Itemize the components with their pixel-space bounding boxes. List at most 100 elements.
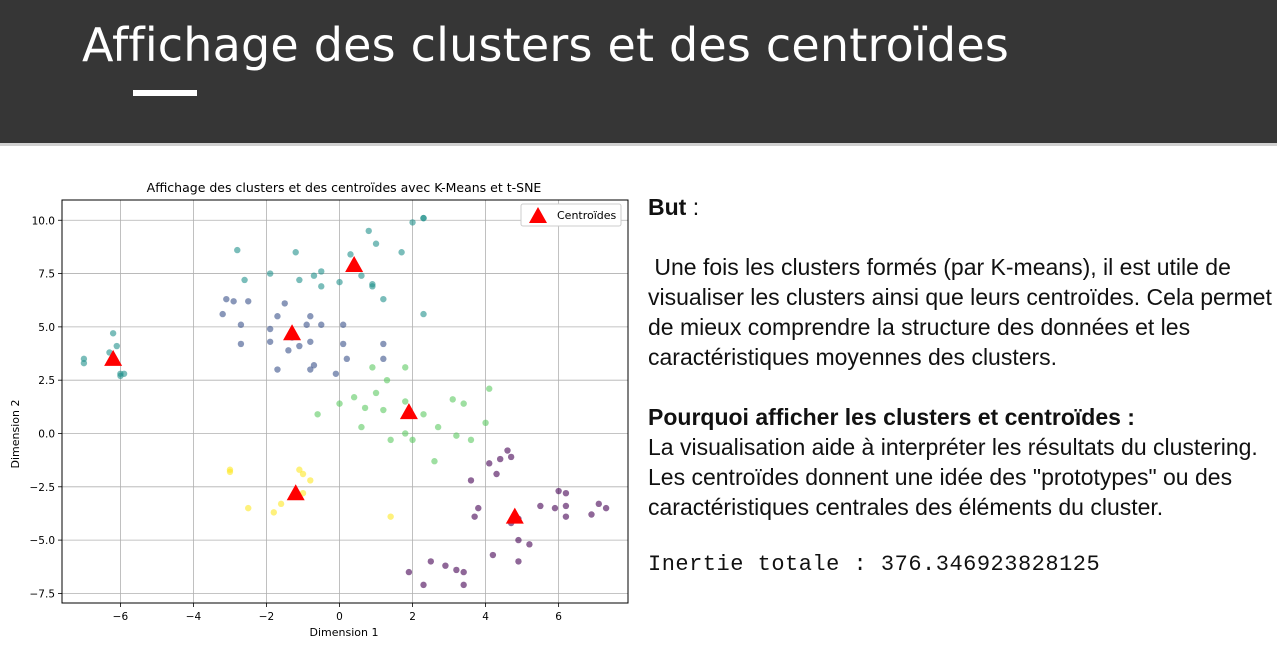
data-point-cluster-3 [369, 364, 376, 371]
legend-centroids-label: Centroïdes [557, 209, 617, 222]
data-point-cluster-0 [493, 470, 500, 478]
axes-frame [61, 199, 629, 604]
data-point-cluster-4 [296, 466, 303, 473]
data-point-cluster-3 [482, 419, 489, 427]
data-point-cluster-0 [515, 558, 522, 565]
data-point-cluster-4 [299, 470, 307, 478]
data-point-cluster-3 [387, 436, 394, 444]
data-point-cluster-1 [339, 340, 347, 348]
data-point-cluster-3 [486, 385, 493, 392]
data-point-cluster-3 [380, 406, 387, 414]
data-point-cluster-3 [358, 423, 365, 431]
data-point-cluster-4 [277, 500, 285, 508]
y-tick-label: 2.5 [38, 375, 55, 387]
data-point-cluster-0 [442, 562, 449, 569]
data-point-cluster-1 [245, 298, 252, 305]
data-point-cluster-3 [383, 376, 391, 384]
data-point-cluster-2 [292, 249, 299, 256]
data-point-cluster-0 [489, 551, 497, 559]
data-point-cluster-1 [332, 370, 340, 377]
chart-grid [62, 200, 628, 603]
data-point-cluster-0 [555, 487, 562, 495]
data-point-cluster-1 [266, 338, 274, 345]
centroid-marker [104, 349, 123, 366]
data-point-cluster-1 [318, 321, 325, 328]
data-point-cluster-1 [219, 310, 226, 318]
data-point-cluster-2 [80, 359, 88, 367]
y-tick-label: −5.0 [30, 535, 56, 547]
y-tick-label: −2.5 [30, 482, 56, 494]
centroid-marker [399, 403, 418, 420]
slide-title: Affichage des clusters et des centroïdes [82, 18, 1009, 72]
pourquoi-heading: Pourquoi afficher les clusters et centro… [648, 404, 1135, 430]
data-point-cluster-0 [420, 581, 427, 589]
data-point-cluster-2 [380, 295, 387, 303]
data-point-cluster-2 [296, 276, 303, 284]
centroid-marker [505, 507, 524, 524]
explanation-panel: But : Une fois les clusters formés (par … [648, 192, 1277, 580]
y-tick-label: 5.0 [38, 322, 55, 334]
data-point-cluster-0 [471, 513, 478, 520]
data-point-cluster-3 [402, 398, 409, 405]
data-point-cluster-2 [318, 268, 325, 275]
data-point-cluster-1 [307, 338, 314, 345]
data-point-cluster-0 [467, 477, 475, 484]
data-point-cluster-2 [120, 370, 128, 377]
data-point-cluster-2 [409, 219, 416, 226]
data-point-cluster-1 [237, 321, 245, 328]
data-point-cluster-0 [507, 453, 515, 461]
y-tick-label: 0.0 [38, 428, 55, 440]
y-tick-label: −7.5 [30, 588, 56, 600]
data-point-cluster-1 [343, 355, 351, 363]
data-point-cluster-1 [223, 295, 230, 303]
data-point-cluster-0 [551, 504, 559, 512]
y-axis-label: Dimension 2 [9, 400, 22, 469]
data-point-cluster-1 [266, 325, 274, 333]
chart-svg: −6 −4 −2 0 2 4 6 −7.5 −5.0 −2.5 0.0 2.5 5.0 7.5 10.0 A… [9, 180, 629, 639]
data-point-cluster-1 [281, 300, 288, 307]
data-point-cluster-1 [380, 340, 387, 348]
data-point-cluster-2 [398, 249, 405, 256]
data-point-cluster-2 [310, 272, 318, 279]
data-point-cluster-4 [245, 504, 252, 512]
data-point-cluster-2 [234, 246, 241, 254]
data-point-cluster-4 [387, 513, 394, 520]
data-point-cluster-4 [270, 509, 277, 516]
data-point-cluster-2 [241, 276, 248, 284]
chart-title: Affichage des clusters et des centroïdes… [147, 180, 542, 195]
but-label: But [648, 194, 687, 220]
slide-header: Affichage des clusters et des centroïdes [0, 0, 1277, 146]
but-suffix: : [686, 194, 700, 220]
data-point-cluster-0 [504, 447, 511, 454]
data-point-cluster-3 [409, 436, 416, 444]
data-point-cluster-3 [314, 411, 321, 418]
chart-centroids [104, 256, 524, 524]
data-point-cluster-3 [372, 389, 380, 397]
but-heading: But : [648, 192, 1277, 222]
legend-centroid-marker [529, 207, 547, 223]
intro-paragraph: Une fois les clusters formés (par K-mean… [648, 254, 1272, 370]
y-tick-label: 10.0 [32, 215, 55, 227]
data-point-cluster-2 [420, 214, 427, 222]
data-point-cluster-0 [526, 541, 533, 548]
data-point-cluster-0 [496, 455, 504, 463]
data-point-cluster-0 [460, 568, 467, 576]
data-point-cluster-1 [285, 347, 292, 354]
x-tick-label: 2 [409, 611, 416, 623]
chart-legend: Centroïdes [520, 203, 622, 227]
data-point-cluster-0 [405, 568, 413, 576]
data-point-cluster-0 [515, 536, 522, 544]
data-point-cluster-3 [336, 400, 343, 407]
centroid-marker [283, 324, 302, 341]
data-point-cluster-4 [226, 466, 234, 473]
title-underline [133, 90, 197, 96]
data-point-cluster-2 [420, 310, 427, 318]
legend-box [520, 203, 622, 227]
data-point-cluster-1 [307, 313, 314, 320]
data-point-cluster-1 [274, 366, 281, 373]
data-point-cluster-0 [427, 558, 435, 565]
data-point-cluster-4 [307, 477, 314, 484]
x-tick-label: 6 [555, 611, 562, 623]
y-tick-label: 7.5 [38, 269, 55, 281]
data-point-cluster-1 [274, 313, 281, 320]
